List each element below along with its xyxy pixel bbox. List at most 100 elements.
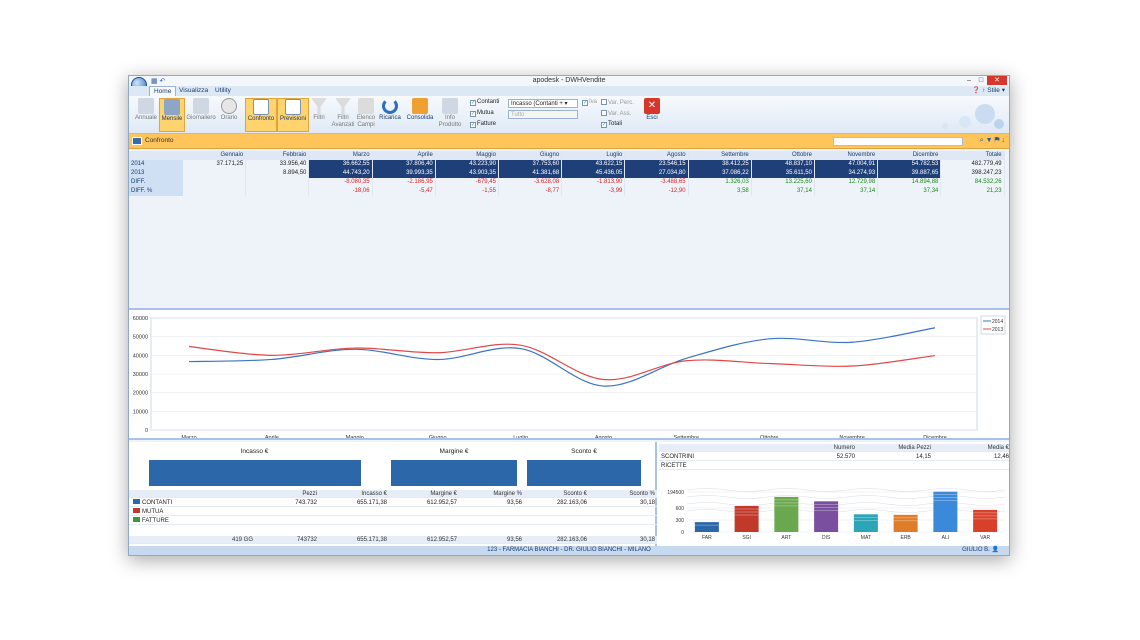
grid-cell[interactable]: 44.743,20 [309,169,373,178]
category-bar-erb[interactable] [893,514,918,532]
grid-cell[interactable]: 34.274,93 [815,169,879,178]
grid-cell[interactable]: 482.779,49 [941,160,1005,169]
grid-cell[interactable]: 39.887,65 [878,169,942,178]
elenco-campi-button[interactable]: Elenco Campi [355,98,377,129]
grid-cell[interactable]: 43.903,35 [435,169,499,178]
grid-cell[interactable] [183,187,247,196]
grid-cell[interactable]: -8,77 [499,187,563,196]
category-bar-ali[interactable] [933,491,958,532]
tab-visualizza[interactable]: Visualizza [179,87,209,94]
grid-row[interactable]: 2014 37.171,25 33.956,40 36.662,55 37.806,40… [129,160,1009,169]
grid-cell[interactable]: -8.080,35 [309,178,373,187]
grid-cell[interactable]: -679,45 [436,178,499,187]
tab-home[interactable]: Home [149,86,177,96]
grid-cell[interactable]: -2.186,95 [373,178,436,187]
grid-cell[interactable]: 398.247,23 [941,169,1005,178]
esci-button[interactable]: ✕ Esci [641,98,663,122]
filtri-avanzati-button[interactable]: Filtri Avanzati [331,98,355,129]
grid-cell[interactable]: -1.813,90 [562,178,626,187]
category-bar-far[interactable] [694,522,719,532]
previsioni-button[interactable]: Previsioni [277,98,309,132]
series-line-2013[interactable] [188,343,936,381]
receipt-column-header[interactable]: Numero [833,445,855,451]
payment-row[interactable]: FATTURE [129,517,657,525]
grid-cell[interactable]: 39.993,35 [372,169,436,178]
grid-column-header[interactable]: Febbraio [246,151,310,160]
grid-cell[interactable]: 43.223,90 [435,160,499,169]
grid-cell[interactable]: -3,99 [562,187,626,196]
close-button[interactable]: ✕ [987,76,1007,85]
filtri-button[interactable]: Filtri [309,98,329,122]
consolida-button[interactable]: Consolida [405,98,435,122]
contanti-checkbox[interactable]: ✓ Contanti [470,99,499,106]
category-bar-sgi[interactable] [734,506,759,532]
grid-column-header[interactable]: Giugno [499,151,563,160]
grid-cell[interactable]: 54.782,53 [878,160,942,169]
giornaliero-button[interactable]: Giornaliero [186,98,216,122]
grid-cell[interactable] [183,169,247,178]
toolbar-icons[interactable]: ⌕ ▼ ⚑ ↓ [979,137,1005,144]
grid-row[interactable]: DIFF. % -18,06 -5,47 -1,55 -8,77 -3,99 -12,90 3… [129,187,1009,196]
grid-cell[interactable]: 38.412,25 [688,160,752,169]
style-menu[interactable]: ❓ ↑ Stile ▾ [972,87,1005,94]
grid-cell[interactable]: -1,55 [436,187,499,196]
grid-cell[interactable] [246,178,310,187]
grid-row[interactable]: DIFF. -8.080,35 -2.186,95 -679,45 -3.628,08-… [129,178,1009,187]
grid-row[interactable]: 2013 8.894,50 44.743,20 39.993,35 43.903,35 4… [129,169,1009,178]
maximize-button[interactable]: □ [978,77,984,84]
grid-cell[interactable]: 47.004,91 [815,160,879,169]
grid-cell[interactable] [183,178,247,187]
grid-cell[interactable] [246,187,310,196]
grid-cell[interactable]: 3,58 [689,187,752,196]
iva-checkbox[interactable]: ✓ Iva [582,99,597,106]
grid-cell[interactable]: 37.171,25 [183,160,247,169]
grid-column-header[interactable]: Aprile [372,151,436,160]
grid-cell[interactable]: 37.806,40 [372,160,436,169]
grid-cell[interactable]: 37.086,22 [688,169,752,178]
grid-cell[interactable]: 37,14 [752,187,815,196]
payment-column-header[interactable]: Sconto % [629,491,655,497]
grid-cell[interactable]: 48.837,10 [751,160,815,169]
info-prodotto-button[interactable]: Info Prodotto [436,98,464,129]
tab-utility[interactable]: Utility [215,87,231,94]
payment-column-header[interactable]: Margine % [493,491,522,497]
grid-cell[interactable]: -3.488,65 [625,178,689,187]
payment-column-header[interactable]: Pezzi [302,491,317,497]
payment-row[interactable]: CONTANTI 743.732 655.171,38 612.952,57 93,56… [129,499,657,507]
grid-cell[interactable]: 14.894,88 [878,178,942,187]
grid-cell[interactable]: 12.729,98 [815,178,879,187]
grid-cell[interactable]: 27.034,80 [625,169,689,178]
grid-column-header[interactable]: Ottobre [751,151,815,160]
orario-button[interactable]: Orario [218,98,240,122]
grid-column-header[interactable]: Dicembre [878,151,942,160]
grid-column-header[interactable]: Gennaio [183,151,247,160]
receipt-column-header[interactable]: Media Pezzi [898,445,931,451]
category-bar-var[interactable] [973,509,998,532]
mensile-button[interactable]: Mensile [159,98,185,132]
payment-column-header[interactable]: Margine € [430,491,457,497]
grid-cell[interactable]: -3.628,08 [499,178,563,187]
grid-column-header[interactable]: Marzo [309,151,373,160]
payment-column-header[interactable]: Incasso € [361,491,387,497]
grid-cell[interactable]: 37,14 [815,187,879,196]
grid-cell[interactable]: 35.611,50 [751,169,815,178]
grid-cell[interactable]: 21,23 [941,187,1005,196]
category-bar-art[interactable] [774,496,799,532]
status-user[interactable]: GIULIO B. 👤 [962,547,999,553]
payment-row[interactable]: MUTUA [129,508,657,516]
receipt-row[interactable]: RICETTE [659,462,1009,470]
payment-column-header[interactable]: Sconto € [563,491,587,497]
grid-cell[interactable]: -12,90 [625,187,689,196]
grid-cell[interactable]: 36.662,55 [309,160,373,169]
grid-column-header[interactable]: Agosto [625,151,689,160]
grid-cell[interactable]: 37,34 [878,187,942,196]
grid-cell[interactable]: 45.436,05 [562,169,626,178]
series-line-2014[interactable] [188,327,936,387]
grid-cell[interactable]: -5,47 [373,187,436,196]
mutua-checkbox[interactable]: ✓ Mutua [470,110,494,117]
confronto-button[interactable]: Confronto [245,98,277,132]
fatture-checkbox[interactable]: ✓ Fatture [470,121,496,128]
grid-cell[interactable]: 8.894,50 [246,169,310,178]
totali-checkbox[interactable]: ✓ Totali [601,121,622,128]
grid-cell[interactable]: 43.622,15 [562,160,626,169]
